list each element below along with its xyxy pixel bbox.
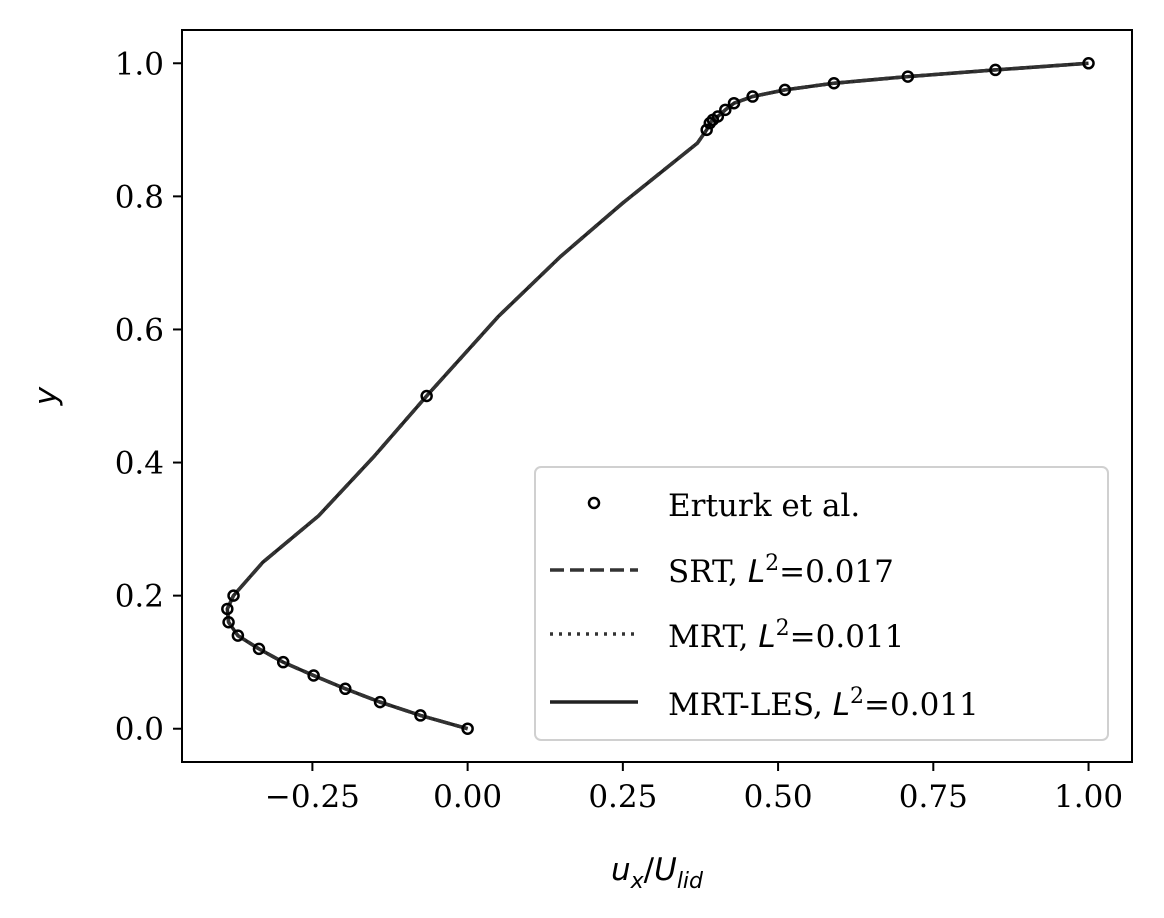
erturk-data-point [339, 682, 352, 696]
erturk-data-point [227, 589, 240, 602]
x-tick-label: 0.00 [433, 779, 502, 815]
erturk-data-point [989, 63, 1002, 77]
erturk-data-point [252, 642, 266, 656]
erturk-data-point [719, 103, 732, 117]
legend-label-mrt: MRT, L2=0.011 [668, 616, 904, 655]
erturk-data-point [711, 110, 725, 123]
legend-entry-mrt-les: MRT-LES, L2=0.011 [550, 684, 979, 723]
erturk-data-point [700, 123, 713, 137]
x-tick-label: −0.25 [265, 779, 360, 815]
erturk-data-point [778, 83, 792, 97]
erturk-data-point [276, 655, 290, 669]
x-tick-label: 0.75 [899, 779, 968, 815]
y-tick-label: 0.2 [115, 579, 164, 615]
x-axis-label: ux/Ulid [611, 852, 704, 894]
erturk-data-point [222, 616, 235, 629]
erturk-data-point [746, 90, 759, 103]
legend-label-erturk: Erturk et al. [668, 488, 860, 524]
erturk-data-point [414, 709, 427, 722]
y-axis-ticks: 0.0 0.2 0.4 0.6 0.8 1.0 [115, 46, 182, 748]
legend-frame [534, 466, 1109, 741]
erturk-data-point [727, 96, 741, 110]
y-tick-label: 1.0 [115, 46, 164, 82]
y-axis-label: y [28, 386, 64, 406]
y-tick-label: 0.0 [115, 712, 164, 748]
marker-layer [221, 57, 1095, 735]
plot-frame [181, 29, 1133, 763]
legend-label-srt: SRT, L2=0.017 [668, 551, 894, 590]
erturk-data-point [307, 669, 320, 682]
erturk-data-point [703, 116, 717, 130]
x-tick-label: 0.50 [744, 779, 813, 815]
legend: Erturk et al. SRT, L2=0.017 MRT, L2=0.01… [534, 466, 1109, 741]
erturk-data-point [901, 70, 915, 83]
x-tick-label: 1.00 [1054, 779, 1123, 815]
erturk-data-point [461, 722, 474, 735]
legend-label-mrt-les: MRT-LES, L2=0.011 [668, 684, 979, 723]
erturk-data-point [221, 602, 234, 616]
erturk-data-point [420, 389, 433, 403]
x-tick-label: 0.25 [588, 779, 657, 815]
y-tick-label: 0.4 [115, 446, 164, 482]
erturk-data-point [827, 76, 841, 90]
legend-marker-circle [587, 496, 601, 510]
x-axis-ticks: −0.25 0.00 0.25 0.50 0.75 1.00 [265, 762, 1123, 815]
legend-entry-erturk: Erturk et al. [587, 488, 860, 524]
legend-entry-srt: SRT, L2=0.017 [550, 551, 894, 590]
y-tick-label: 0.6 [115, 312, 164, 348]
erturk-data-point [1082, 57, 1095, 70]
y-tick-label: 0.8 [115, 179, 164, 215]
legend-entry-mrt: MRT, L2=0.011 [550, 616, 904, 655]
erturk-data-point [373, 695, 387, 709]
erturk-data-point [231, 629, 245, 642]
